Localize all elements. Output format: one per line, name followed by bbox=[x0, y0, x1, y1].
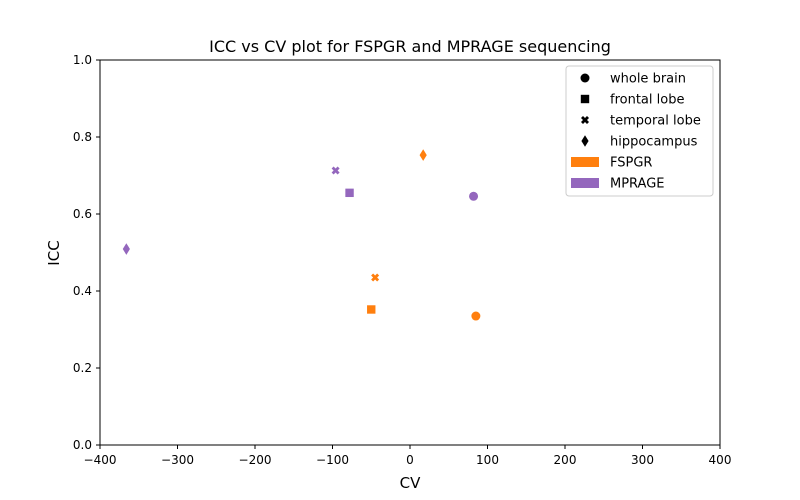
y-tick-label: 0.2 bbox=[73, 361, 92, 375]
legend-label: MPRAGE bbox=[610, 177, 665, 192]
y-tick-label: 1.0 bbox=[73, 53, 92, 67]
legend-marker-temporal-lobe bbox=[581, 116, 589, 124]
x-tick-label: 0 bbox=[406, 453, 414, 467]
chart-title: ICC vs CV plot for FSPGR and MPRAGE sequ… bbox=[209, 37, 611, 56]
y-tick-label: 0.4 bbox=[73, 284, 92, 298]
data-point-mprage-whole-brain bbox=[469, 191, 479, 201]
x-tick-label: −200 bbox=[239, 453, 272, 467]
data-points bbox=[122, 149, 481, 321]
legend-label: FSPGR bbox=[610, 156, 652, 171]
x-tick-label: −100 bbox=[316, 453, 349, 467]
data-point-fspgr-whole-brain bbox=[471, 311, 481, 321]
x-tick-label: 100 bbox=[476, 453, 499, 467]
data-point-mprage-hippocampus bbox=[122, 243, 130, 255]
legend-marker-frontal-lobe bbox=[580, 94, 590, 104]
x-tick-label: 300 bbox=[631, 453, 654, 467]
data-point-fspgr-frontal-lobe bbox=[367, 305, 376, 314]
legend-marker-whole-brain bbox=[580, 73, 590, 83]
legend-label: temporal lobe bbox=[610, 114, 701, 129]
legend-label: whole brain bbox=[610, 72, 686, 87]
x-tick-label: −300 bbox=[161, 453, 194, 467]
legend-marker-hippocampus bbox=[581, 135, 589, 147]
legend: whole brain frontal lobe temporal lobe hipp… bbox=[565, 65, 714, 197]
legend-swatch-fspgr bbox=[571, 157, 599, 167]
y-tick-label: 0.0 bbox=[73, 438, 92, 452]
y-axis: 0.0 0.2 0.4 0.6 0.8 1.0 bbox=[73, 53, 100, 452]
x-tick-label: −400 bbox=[84, 453, 117, 467]
legend-swatch-mprage bbox=[571, 178, 599, 188]
legend-label: frontal lobe bbox=[610, 93, 684, 108]
legend-frame bbox=[565, 65, 714, 197]
y-tick-label: 0.6 bbox=[73, 207, 92, 221]
y-axis-label: ICC bbox=[45, 240, 63, 265]
x-axis: −400 −300 −200 −100 0 100 200 300 400 bbox=[84, 445, 732, 467]
x-tick-label: 400 bbox=[709, 453, 732, 467]
data-point-mprage-frontal-lobe bbox=[345, 188, 354, 198]
data-point-fspgr-temporal-lobe bbox=[371, 273, 380, 282]
y-tick-label: 0.8 bbox=[73, 130, 92, 144]
x-axis-label: CV bbox=[400, 474, 421, 492]
legend-label: hippocampus bbox=[610, 135, 698, 150]
data-point-mprage-temporal-lobe bbox=[331, 166, 340, 175]
data-point-fspgr-hippocampus bbox=[419, 149, 427, 161]
x-tick-label: 200 bbox=[554, 453, 577, 467]
